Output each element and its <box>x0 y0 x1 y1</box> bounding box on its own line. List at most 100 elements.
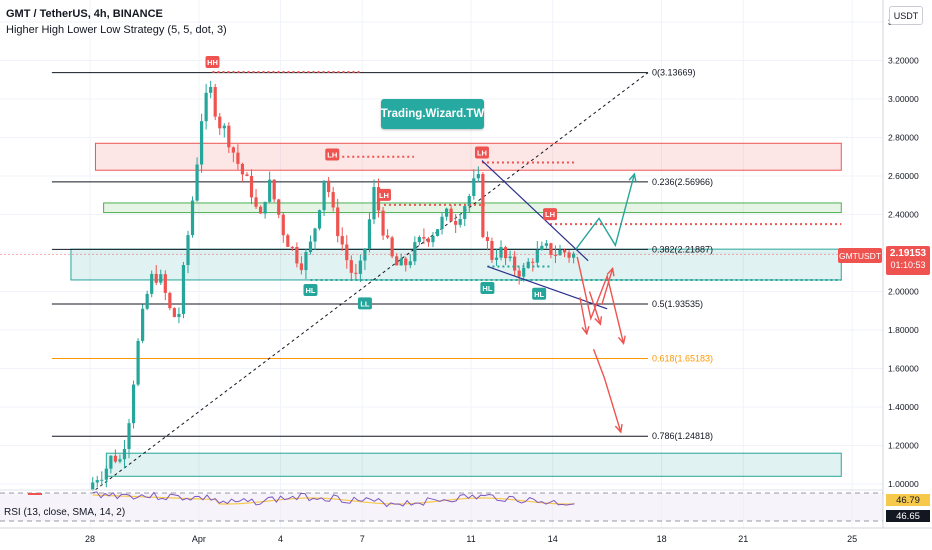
candle-body <box>122 449 127 460</box>
candle-body <box>200 121 204 165</box>
fib-level-label: 0.382(2.21887) <box>652 244 713 254</box>
y-tick-label: 1.40000 <box>888 402 919 412</box>
chart-title: GMT / TetherUS, 4h, BINANCE <box>6 8 163 20</box>
candle-body <box>131 384 136 424</box>
candle-body <box>463 206 467 220</box>
x-tick-label: 25 <box>847 534 857 544</box>
x-tick-label: 18 <box>657 534 667 544</box>
pivot-badge <box>532 287 547 300</box>
bearish-projection-arrow-5-head <box>606 266 615 277</box>
grid-layer <box>0 0 883 528</box>
candle-body <box>481 174 485 238</box>
candle-body <box>549 243 553 255</box>
candle-body <box>535 249 539 263</box>
fib-level-label: 0.236(2.56966) <box>652 177 713 187</box>
candle-body <box>336 207 340 237</box>
bearish-projection-arrow-5 <box>601 268 614 306</box>
pivot-badge <box>543 208 558 221</box>
candle-body <box>354 272 358 274</box>
candle-body <box>227 125 231 148</box>
bearish-projection-arrow-1-head <box>617 335 626 346</box>
y-tick-label: 3.00000 <box>888 94 919 104</box>
candle-body <box>358 260 362 274</box>
candle-body <box>553 254 558 256</box>
rsi-value: 46.65 <box>886 510 930 522</box>
candle-body <box>281 214 285 236</box>
fib-level-label: 0.5(1.93535) <box>652 299 703 309</box>
candle-body <box>499 247 503 258</box>
candle-body <box>572 253 576 258</box>
demand-zone <box>103 202 842 214</box>
candle-body <box>399 258 403 266</box>
candle-body <box>444 208 449 217</box>
candle-body <box>386 235 390 238</box>
candle-body <box>168 292 172 309</box>
fib-layer: 0(3.13669) 0.236(2.56966) 0.382(2.21887) 0.… <box>51 68 713 491</box>
candle-body <box>544 243 548 246</box>
y-tick-label: 2.80000 <box>888 133 919 143</box>
candle-body <box>268 179 272 202</box>
y-tick-label: 1.60000 <box>888 364 919 374</box>
pivot-badge <box>376 188 391 201</box>
pivot-label: LH <box>327 150 337 159</box>
candle-body <box>485 237 490 241</box>
candle-body <box>299 263 304 271</box>
x-tick-label: 7 <box>360 534 365 544</box>
candle-body <box>454 221 458 225</box>
candle-body <box>277 199 281 215</box>
candle-body <box>195 164 199 201</box>
candle-body <box>503 247 508 259</box>
candle-body <box>290 246 294 248</box>
candle-body <box>413 242 417 262</box>
candle-body <box>340 236 344 245</box>
candle-body <box>231 147 235 153</box>
candle-body <box>522 268 526 277</box>
pivot-badge <box>205 56 220 69</box>
currency-button[interactable]: USDT <box>889 6 923 25</box>
candle-body <box>390 237 394 257</box>
bearish-projection-arrow-1 <box>576 256 625 344</box>
x-tick-label: 21 <box>738 534 748 544</box>
candle-body <box>181 265 186 314</box>
indicator-label[interactable]: Higher High Lower Low Strategy (5, 5, do… <box>6 24 227 36</box>
bearish-projection-arrow-3 <box>579 297 588 334</box>
rsi-band-fill <box>0 493 883 521</box>
y-tick-label: 1.00000 <box>888 479 919 489</box>
candle-body <box>272 179 276 200</box>
candles-layer <box>91 80 576 491</box>
drawings-layer <box>0 71 883 434</box>
candle-body <box>508 256 512 259</box>
candle-body <box>177 313 181 317</box>
rsi-indicator-label[interactable]: RSI (13, close, SMA, 14, 2) <box>4 507 126 518</box>
candle-body <box>186 235 190 266</box>
candle-body <box>213 87 217 117</box>
bar-countdown: 01:10:53 <box>890 260 926 270</box>
pivot-badge <box>303 283 318 296</box>
pivot-label: HL <box>305 286 315 295</box>
pivot-label: HL <box>482 284 492 293</box>
candle-body <box>435 229 440 236</box>
candle-body <box>141 308 145 341</box>
candle-body <box>517 270 521 277</box>
y-tick-label: 1.20000 <box>888 441 919 451</box>
pivot-label: LH <box>379 191 389 200</box>
pivot-label: LL <box>360 299 370 308</box>
pivots-layer: HH LH LH LH LH HL LL HL HL <box>205 56 558 310</box>
candle-body <box>531 261 535 263</box>
bullish-projection-arrow-head <box>628 172 637 183</box>
candle-body <box>440 216 444 230</box>
rsi-ma-value: 46.79 <box>886 494 930 506</box>
candle-body <box>95 480 99 483</box>
candle-body <box>286 235 290 247</box>
x-tick-label: 28 <box>85 534 95 544</box>
candle-body <box>150 273 154 294</box>
x-tick-label: Apr <box>192 534 206 544</box>
rsi-pane <box>0 489 883 522</box>
candle-body <box>404 258 408 266</box>
candle-body <box>236 152 240 164</box>
candle-body <box>295 247 299 264</box>
candle-body <box>245 174 249 176</box>
rsi-marker <box>28 493 42 495</box>
candle-body <box>263 201 267 214</box>
